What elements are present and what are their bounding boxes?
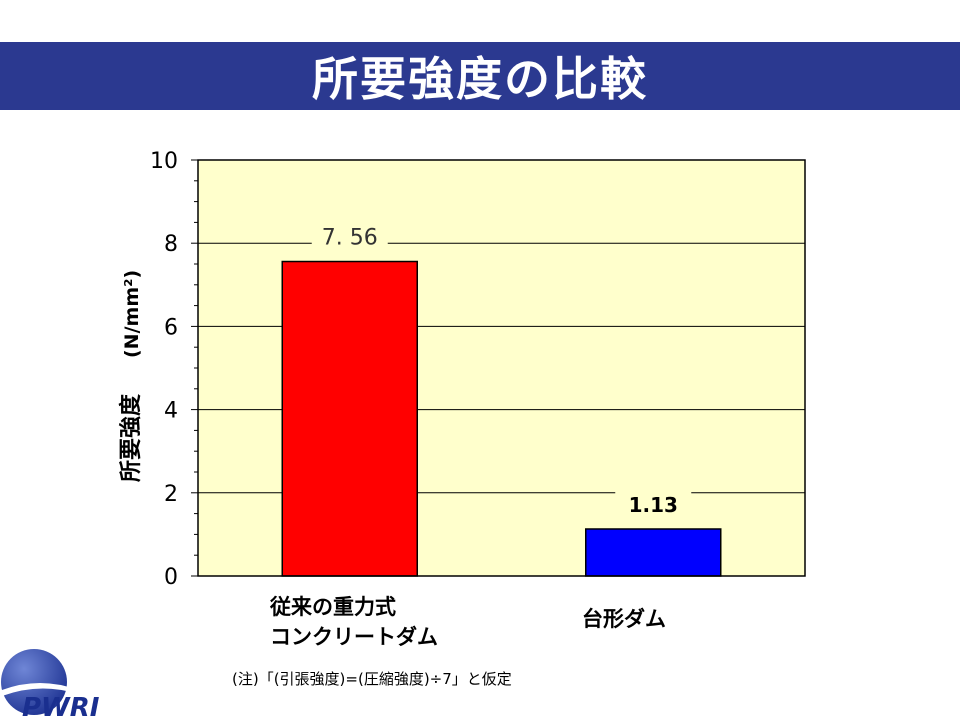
title-band: 所要強度の比較 — [0, 42, 960, 110]
logo-text: PWRI — [22, 693, 100, 720]
plot-border — [197, 159, 806, 577]
bars — [281, 260, 722, 577]
category-label: 従来の重力式コンクリートダム — [270, 592, 438, 652]
footnote: (注)「(引張強度)=(圧縮強度)÷7」と仮定 — [232, 670, 512, 688]
y-axis-title: 所要強度 (N/mm²) — [118, 270, 144, 482]
y-axis-title-unit: (N/mm²) — [121, 270, 143, 358]
y-tick-label: 8 — [164, 232, 178, 257]
value-label: 7. 56 — [322, 226, 378, 251]
bar — [585, 528, 722, 577]
value-label: 1.13 — [629, 493, 678, 517]
category-label-line: 従来の重力式 — [270, 595, 396, 619]
y-axis-ticks — [191, 159, 198, 577]
category-label-line: コンクリートダム — [270, 625, 438, 649]
y-tick-label: 0 — [164, 565, 178, 590]
value-label-bg — [311, 222, 388, 251]
y-tick-label: 6 — [164, 315, 178, 340]
category-label-line: 台形ダム — [582, 607, 666, 631]
y-tick-label: 2 — [164, 482, 178, 507]
logo-globe-icon — [1, 649, 67, 715]
value-labels: 7. 56 1.13 — [311, 222, 692, 518]
category-label: 台形ダム — [582, 604, 666, 634]
y-axis-title-rot: 所要強度 (N/mm²) — [118, 270, 144, 482]
bar — [281, 260, 418, 577]
pwri-logo: PWRI — [1, 649, 100, 720]
y-tick-labels: 0 2 4 6 8 10 — [150, 149, 178, 590]
value-label-bg — [615, 489, 692, 518]
y-tick-label: 4 — [164, 399, 178, 424]
y-axis-title-main: 所要強度 — [118, 393, 144, 482]
page-title: 所要強度の比較 — [312, 52, 648, 106]
y-tick-label: 10 — [150, 149, 178, 174]
